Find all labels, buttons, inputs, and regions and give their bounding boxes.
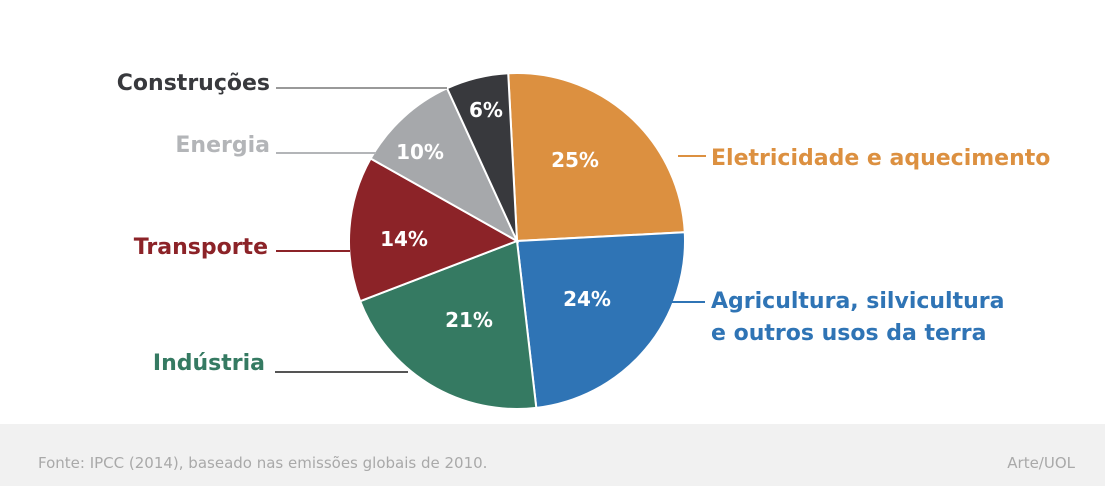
pie-slice-construcoes [445, 72, 518, 242]
footer: Fonte: IPCC (2014), baseado nas emissões… [0, 424, 1105, 486]
category-label-transporte: Transporte [134, 235, 268, 260]
slice-value-eletricidade-e-aquecimento: 25% [551, 148, 599, 172]
category-label-industria: Indústria [153, 351, 265, 376]
pie-slice-industria [358, 239, 538, 410]
pie-slice-energia [369, 86, 520, 244]
category-label-agricultura-silvicultura-e-outros-usos-da-terra: Agricultura, silvicultura e outros usos d… [711, 289, 1004, 346]
slice-value-transporte: 14% [380, 227, 428, 251]
pie-slice-eletricidade-e-aquecimento [507, 72, 686, 243]
slice-value-industria: 21% [445, 308, 493, 332]
pie-slice-transporte [348, 157, 520, 303]
credit-note: Arte/UOL [1007, 454, 1075, 472]
slice-value-construcoes: 6% [469, 98, 503, 122]
slice-value-agricultura-silvicultura-e-outros-usos-da-terra: 24% [563, 287, 611, 311]
category-label-eletricidade-e-aquecimento: Eletricidade e aquecimento [711, 146, 1050, 171]
pie-chart: 25% Eletricidade e aquecimento 24% Agricult… [117, 71, 1050, 410]
source-note: Fonte: IPCC (2014), baseado nas emissões… [38, 454, 488, 472]
pie-slice-agricultura-silvicultura-e-outros-usos-da-terra [515, 231, 686, 409]
category-label-energia: Energia [175, 133, 270, 158]
category-label-construcoes: Construções [117, 71, 270, 96]
slice-value-energia: 10% [396, 140, 444, 164]
chart-area: 25% Eletricidade e aquecimento 24% Agricult… [116, 71, 1051, 410]
